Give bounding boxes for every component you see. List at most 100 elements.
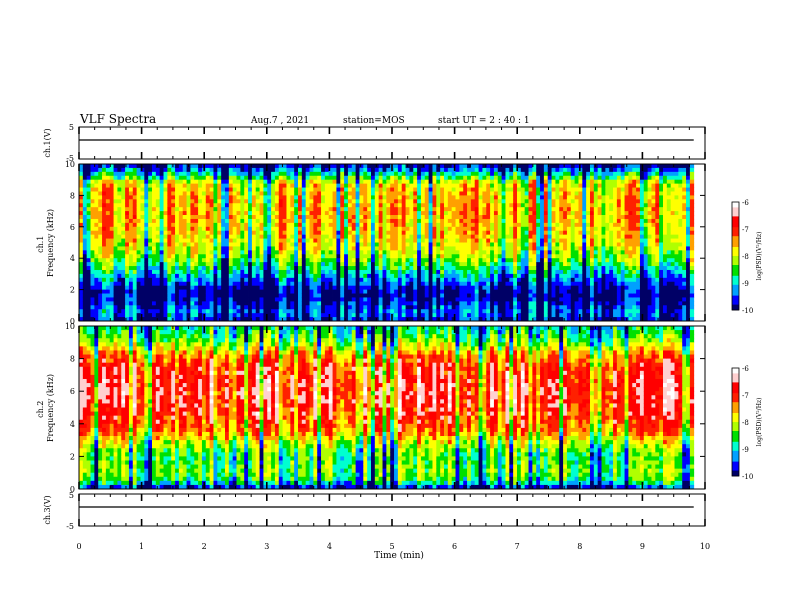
spectrogram-cell [198, 164, 203, 169]
spectrogram-cell [117, 301, 122, 306]
spectrogram-cell [382, 313, 387, 318]
spectrogram-cell [367, 269, 372, 275]
spectrogram-cell [313, 203, 318, 208]
spectrogram-cell [317, 266, 322, 271]
spectrogram-cell [463, 305, 468, 310]
spectrogram-cell [547, 226, 552, 232]
spectrogram-cell [440, 242, 445, 247]
spectrogram-cell [213, 246, 218, 251]
spectrogram-cell [440, 195, 445, 200]
spectrogram-cell [478, 191, 483, 196]
spectrogram-cell [98, 222, 103, 228]
spectrogram-cell [524, 207, 529, 212]
spectrogram-cell [217, 289, 222, 294]
spectrogram-cell [255, 266, 260, 271]
spectrogram-cell [347, 207, 353, 212]
spectrogram-cell [251, 277, 257, 283]
spectrogram-cell [532, 269, 537, 275]
spectrogram-cell [282, 207, 287, 212]
spectrogram-cell [217, 179, 222, 185]
spectrogram-cell [255, 164, 260, 169]
spectrogram-cell [298, 285, 303, 291]
spectrogram-cell [367, 285, 372, 291]
spectrogram-cell [447, 250, 453, 255]
spectrogram-cell [347, 179, 353, 185]
spectrogram-cell [374, 258, 380, 263]
spectrogram-cell [240, 289, 245, 294]
spectrogram-cell [259, 183, 264, 188]
spectrogram-cell [182, 250, 187, 255]
spectrogram-cell [540, 317, 545, 322]
spectrogram-cell [451, 187, 456, 192]
spectrogram-cell [113, 289, 118, 294]
spectrogram-cell [317, 215, 322, 220]
spectrogram-cell [259, 167, 264, 173]
spectrogram-cell [144, 289, 149, 294]
spectrogram-cell [159, 313, 164, 318]
spectrogram-cell [555, 230, 560, 236]
spectrogram-cell [121, 226, 126, 232]
spectrogram-cell [413, 250, 418, 255]
spectrogram-cell [186, 297, 191, 302]
spectrogram-cell [490, 281, 495, 287]
spectrogram-cell [390, 191, 395, 196]
spectrogram-cell [536, 313, 541, 318]
spectrogram-cell [394, 262, 399, 267]
spectrogram-cell [505, 273, 510, 279]
spectrogram-cell [152, 222, 157, 228]
spectrogram-cell [455, 179, 460, 185]
spectrogram-cell [509, 222, 514, 228]
spectrogram-cell [428, 187, 433, 192]
spectrogram-cell [436, 250, 441, 255]
spectrogram-cell [298, 218, 303, 224]
spectrogram-cell [205, 293, 211, 298]
spectrogram-cell [355, 187, 360, 192]
spectrogram-cell [251, 203, 257, 208]
spectrogram-cell [532, 277, 537, 283]
spectrogram-cell [470, 266, 476, 271]
spectrogram-cell [405, 266, 410, 271]
spectrogram-cell [98, 211, 103, 216]
spectrogram-cell [152, 215, 157, 220]
spectrogram-cell [470, 211, 476, 216]
spectrogram-cell [248, 191, 253, 196]
spectrogram-cell [432, 218, 437, 224]
spectrogram-cell [128, 207, 134, 212]
spectrogram-cell [397, 262, 403, 267]
spectrogram-cell [175, 254, 180, 259]
spectrogram-cell [478, 234, 483, 239]
spectrogram-cell [121, 293, 126, 298]
spectrogram-cell [490, 234, 495, 239]
spectrogram-cell [390, 262, 395, 267]
spectrogram-cell [371, 258, 376, 263]
spectrogram-cell [463, 266, 468, 271]
spectrogram-cell [163, 234, 168, 239]
spectrogram-cell [205, 266, 211, 271]
spectrogram-cell [148, 246, 153, 251]
spectrogram-cell [328, 183, 333, 188]
spectrogram-cell [444, 215, 449, 220]
spectrogram-cell [109, 164, 114, 169]
spectrogram-cell [313, 250, 318, 255]
spectrogram-cell [459, 187, 464, 192]
spectrogram-cell [225, 207, 230, 212]
spectrogram-cell [232, 187, 237, 192]
spectrogram-cell [217, 211, 222, 216]
spectrogram-cell [178, 179, 184, 185]
spectrogram-cell [497, 230, 503, 236]
spectrogram-cell [117, 273, 122, 279]
spectrogram-cell [294, 211, 299, 216]
spectrogram-cell [501, 234, 506, 239]
spectrogram-cell [428, 218, 433, 224]
spectrogram-cell [278, 242, 284, 247]
spectrogram-cell [90, 183, 95, 188]
spectrogram-cell [209, 175, 214, 181]
spectrogram-cell [451, 207, 456, 212]
spectrogram-cell [132, 277, 138, 283]
spectrogram-cell [182, 246, 187, 251]
spectrogram-cell [378, 305, 383, 310]
spectrogram-cell [486, 167, 491, 173]
spectrogram-cell [428, 211, 433, 216]
spectrogram-cell [232, 250, 237, 255]
spectrogram-cell [436, 309, 441, 314]
